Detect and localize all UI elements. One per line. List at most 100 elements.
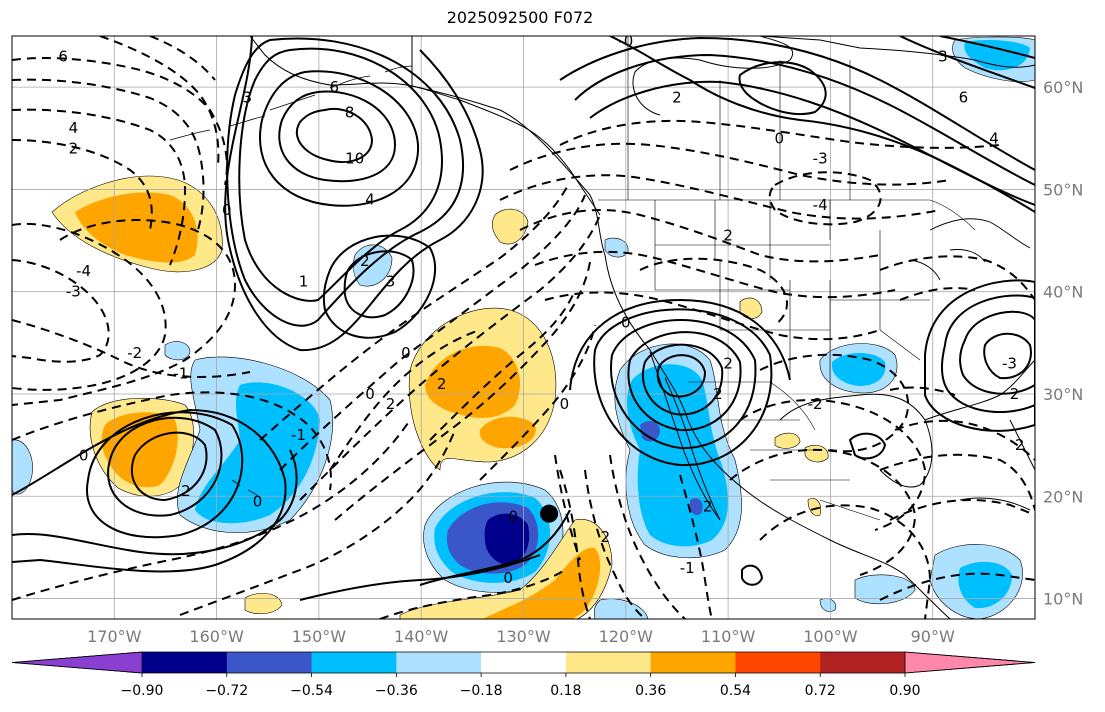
contour-w-pacific-dashed	[12, 391, 332, 491]
solid-contours	[12, 36, 1035, 601]
contour-label: -3	[1002, 354, 1017, 372]
contour-north-jet	[559, 36, 1035, 171]
contour-label: 3	[938, 47, 948, 65]
contour-baja-dashed	[584, 469, 646, 619]
contour-label: -3	[813, 150, 828, 168]
contour-north-jet	[899, 36, 1035, 89]
contour-diagonal-dashed	[479, 324, 596, 481]
plot-frame	[11, 35, 1036, 620]
lon-tick-label: 170°W	[87, 627, 142, 646]
contour-label: 3	[386, 272, 396, 290]
contour-diagonal-dashed	[299, 214, 601, 501]
contour-label: 2	[723, 226, 733, 244]
anomaly-pos	[75, 192, 198, 263]
lon-tick-label: 100°W	[803, 627, 858, 646]
contour-east-dashed	[889, 386, 956, 396]
lat-tick-label: 30°N	[1043, 385, 1083, 404]
contour-north-jet	[609, 36, 1035, 213]
contour-label: -2	[127, 344, 142, 362]
contour-loop-mid-pacific	[322, 234, 436, 339]
contour-nw-pacific-dashed	[12, 139, 153, 231]
map-title: 2025092500 F072	[446, 8, 594, 27]
anomaly-neg-light	[593, 598, 649, 619]
contour-mexico-dashed	[759, 353, 910, 453]
contour-label: -1	[680, 559, 695, 577]
contour-label: 2	[1010, 385, 1020, 403]
contour-diagonal-dashed	[279, 194, 586, 471]
contour-coastal-dashed	[534, 250, 896, 299]
lon-tick-label: 90°W	[911, 627, 955, 646]
border-canada-provinces	[627, 36, 851, 200]
contour-label: 2	[601, 528, 611, 546]
latitude-labels: 60°N 50°N 40°N 30°N 20°N 10°N	[1043, 78, 1083, 608]
contour-high-w-pacific	[130, 431, 208, 502]
contour-label: 0	[365, 385, 375, 403]
colorbar-tick-label: −0.90	[121, 683, 164, 699]
contour-diagonal-dashed	[429, 289, 576, 441]
contour-nw-pacific-dashed	[12, 219, 237, 406]
contour-label: 1	[299, 272, 309, 290]
colorbar-tick-label: 0.18	[550, 683, 581, 699]
contour-label: 2	[703, 497, 713, 515]
contour-label: 2	[723, 354, 733, 372]
colorbar: −0.90 −0.72 −0.54 −0.36 −0.18 0.18 0.36 0.54 0.7…	[11, 651, 1036, 699]
colorbar-tick-label: 0.90	[889, 683, 920, 699]
contour-north-jet	[939, 36, 1035, 59]
colorbar-tick-label: −0.36	[375, 683, 418, 699]
anomaly-neg	[831, 353, 886, 386]
coastline-aleutians	[169, 65, 413, 141]
contour-high-east	[924, 279, 1035, 432]
contour-label: -1	[173, 365, 188, 383]
contour-high-ne-pacific	[259, 70, 420, 207]
contour-label: 2	[437, 375, 447, 393]
contour-label: 2	[386, 395, 396, 413]
anomaly-pos	[425, 345, 520, 418]
contour-coastal-dashed	[519, 209, 881, 263]
contour-label: 0	[508, 508, 518, 526]
contour-high-w-pacific	[107, 416, 223, 517]
contour-south-dashed	[379, 569, 566, 619]
contour-nw-pacific-dashed	[12, 259, 110, 363]
colorbar-segment	[820, 652, 906, 673]
contour-high-w-pacific	[85, 411, 244, 539]
colorbar-tick-label: 0.36	[635, 683, 666, 699]
contour-high-w-pacific	[12, 408, 287, 573]
lon-tick-label: 160°W	[189, 627, 244, 646]
contour-nw-pacific-dashed	[12, 78, 205, 231]
coastline-cuba	[959, 497, 1031, 511]
dashed-contours	[12, 36, 1035, 619]
contour-label: 2	[672, 88, 682, 106]
contour-low-west-coast	[569, 298, 791, 391]
contour-north-jet	[738, 61, 827, 116]
shaded-anomalies	[12, 36, 1035, 619]
anomaly-pos	[482, 547, 601, 619]
lon-tick-label: 130°W	[496, 627, 551, 646]
contour-low-west-coast	[627, 331, 742, 432]
colorbar-tick-label: 0.72	[805, 683, 836, 699]
colorbar-segment	[142, 652, 228, 673]
colorbar-tick-label: −0.72	[205, 683, 248, 699]
anomaly-neg-mid	[640, 420, 660, 442]
lat-tick-label: 50°N	[1043, 180, 1083, 199]
contour-coastal-dashed	[544, 291, 881, 341]
anomaly-pos-light	[804, 445, 829, 463]
coastline-hawaii	[231, 479, 259, 497]
contour-low-west-coast	[593, 308, 773, 467]
anomaly-neg	[195, 382, 320, 524]
contour-label: 2	[713, 385, 723, 403]
contour-label: 0	[774, 129, 784, 147]
colorbar-segment	[650, 652, 736, 673]
contour-label: 0	[560, 395, 570, 413]
contour-w-pacific-dashed	[12, 419, 411, 601]
contour-mexico-dashed	[729, 448, 917, 576]
lat-tick-label: 60°N	[1043, 78, 1083, 97]
contour-high-ne-pacific	[226, 37, 465, 327]
lon-tick-label: 150°W	[292, 627, 347, 646]
contour-label: 2	[360, 252, 370, 270]
contour-label: 0	[222, 201, 232, 219]
contour-w-pacific-dashed	[179, 429, 456, 616]
anomaly-pos-light	[491, 208, 529, 245]
contour-interior-dashed	[768, 171, 882, 226]
contour-label: 4	[69, 119, 79, 137]
contour-mexico-dashed	[889, 499, 1035, 521]
